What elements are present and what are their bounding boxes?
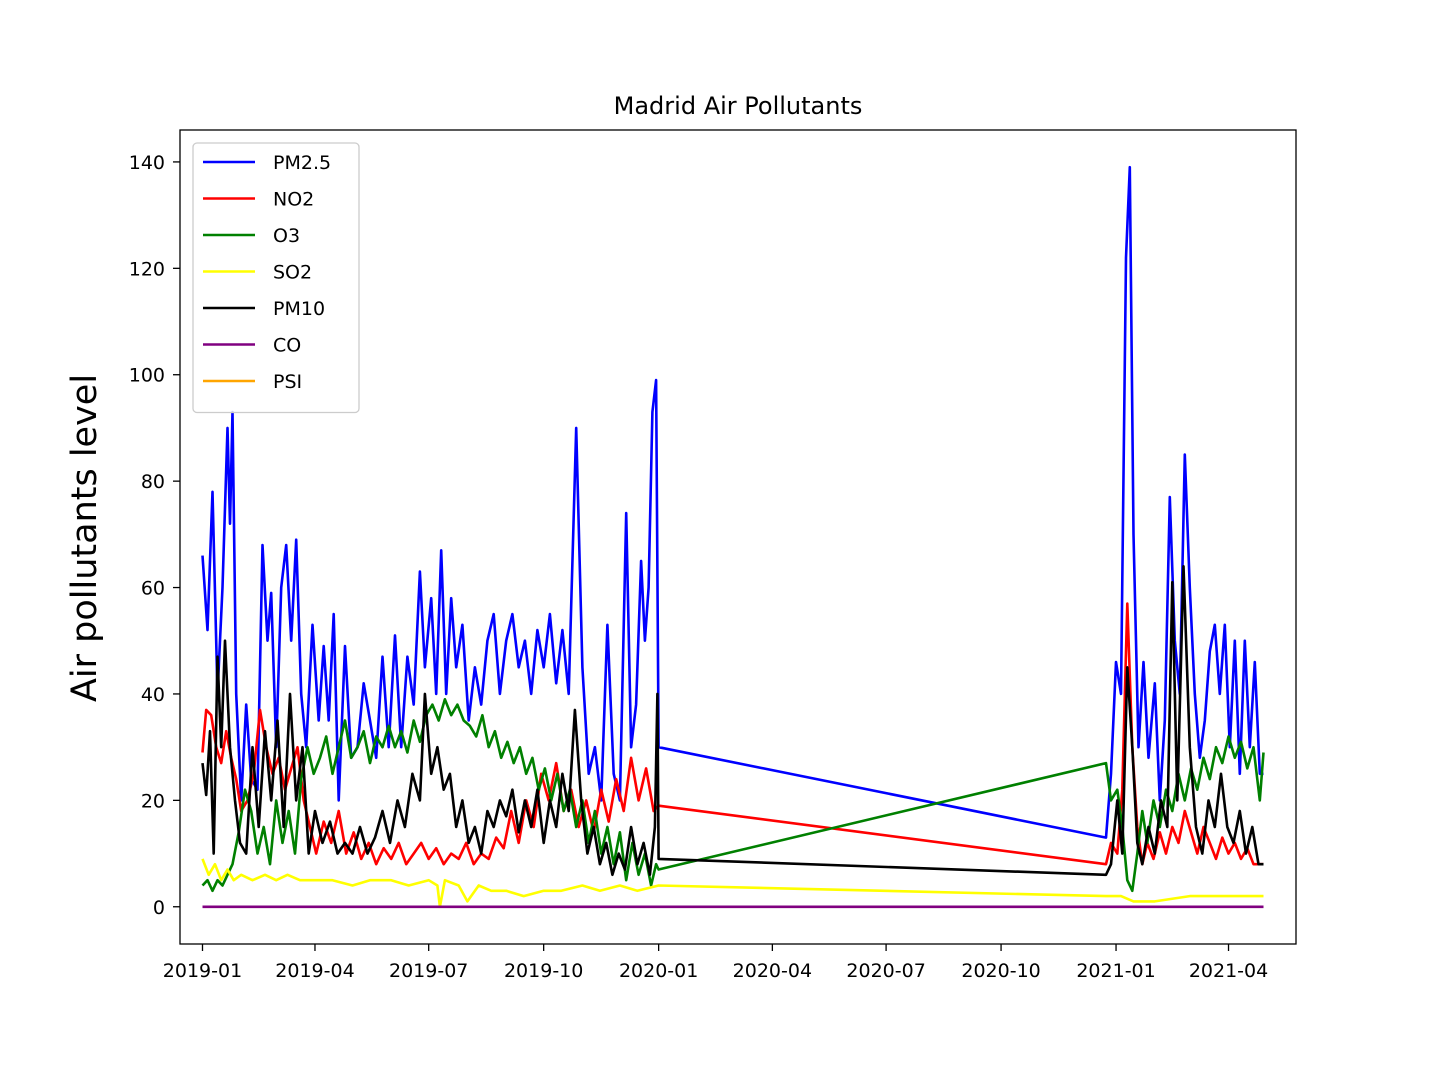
x-tick-label: 2019-10 [504, 960, 583, 982]
legend: PM2.5 NO2 O3 SO2 PM10 CO PSI [192, 142, 360, 414]
y-axis-label: Air pollutants level [65, 374, 105, 702]
x-tick-label: 2020-01 [619, 960, 698, 982]
y-tick-label: 40 [141, 684, 165, 706]
y-tick-label: 20 [141, 790, 165, 812]
legend-label: SO2 [273, 262, 312, 284]
x-tick-label: 2021-01 [1076, 960, 1155, 982]
x-axis: 2019-01 2019-04 2019-07 2019-10 2020-01 2020-… [163, 944, 1268, 982]
legend-label: CO [273, 335, 301, 357]
x-tick-label: 2020-10 [961, 960, 1040, 982]
y-tick-label: 0 [153, 897, 165, 919]
plot-frame [179, 129, 1297, 945]
x-tick-label: 2020-07 [846, 960, 925, 982]
x-tick-label: 2019-04 [275, 960, 354, 982]
series-line-pm2-5 [201, 165, 1264, 839]
legend-label: PSI [273, 371, 302, 393]
y-tick-label: 140 [129, 152, 165, 174]
y-axis: 0 20 40 60 80 100 120 140 [129, 152, 180, 919]
legend-label: O3 [273, 225, 300, 247]
y-tick-label: 120 [129, 258, 165, 280]
legend-label: NO2 [273, 189, 314, 211]
chart-title: Madrid Air Pollutants [614, 92, 863, 120]
legend-label: PM2.5 [273, 152, 331, 174]
y-tick-label: 60 [141, 578, 165, 600]
y-tick-label: 80 [141, 471, 165, 493]
y-tick-label: 100 [129, 365, 165, 387]
plot-area [201, 165, 1265, 909]
x-tick-label: 2019-07 [389, 960, 468, 982]
x-tick-label: 2021-04 [1189, 960, 1268, 982]
series-line-pm10 [201, 565, 1264, 877]
series-line-no2 [201, 602, 1264, 866]
legend-label: PM10 [273, 298, 325, 320]
x-tick-label: 2019-01 [163, 960, 242, 982]
x-tick-label: 2020-04 [733, 960, 812, 982]
series-line-so2 [201, 858, 1264, 909]
